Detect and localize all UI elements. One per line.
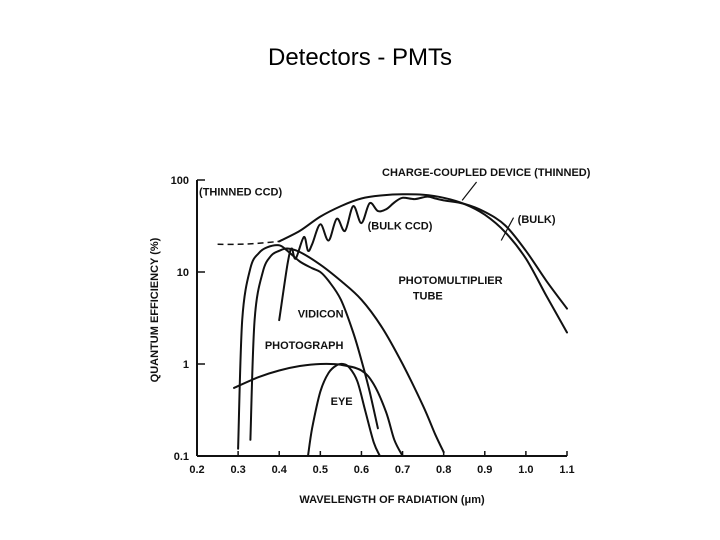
x-tick-label: 0.6 (354, 464, 369, 476)
x-tick-label: 0.2 (189, 464, 204, 476)
label-ccd-thinned-top: CHARGE-COUPLED DEVICE (THINNED) (382, 167, 591, 179)
slide-title: Detectors - PMTs (267, 44, 453, 71)
y-tick-label: 0.1 (174, 451, 189, 463)
label-eye: EYE (331, 396, 353, 408)
x-tick-label: 1.1 (559, 464, 574, 476)
label-thinned-ccd: (THINNED CCD) (199, 186, 282, 198)
label-pmt-line2: TUBE (413, 291, 443, 303)
series-bulk_ccd (278, 195, 568, 322)
series-thinned_ccd (278, 193, 568, 334)
series-photograph (233, 362, 404, 457)
label-vidicon: VIDICON (298, 309, 344, 321)
label-bulk: (BULK) (518, 214, 556, 226)
y-tick-label: 1 (183, 359, 189, 371)
series-vidicon (237, 244, 379, 450)
x-tick-label: 0.5 (313, 464, 328, 476)
series-photomultiplier_tube (249, 247, 445, 454)
chart-axes: 0.2 0.3 0.4 0.5 0.6 0.7 0.8 0.9 1.0 1.1 0.1 1 10 100 W… (149, 175, 575, 506)
y-tick-label: 10 (177, 267, 189, 279)
leader-thinned (461, 181, 478, 201)
series-thinned_ccd-dashed (217, 240, 280, 246)
chart-labels: CHARGE-COUPLED DEVICE (THINNED) (THINNED … (199, 167, 591, 408)
series-eye (307, 362, 381, 457)
y-tick-label: 100 (171, 175, 189, 187)
x-axis-title: WAVELENGTH OF RADIATION (μm) (299, 494, 485, 506)
x-tick-label: 0.8 (436, 464, 451, 476)
leader-bulk (500, 217, 515, 241)
label-pmt-line1: PHOTOMULTIPLIER (398, 275, 502, 287)
label-photograph: PHOTOGRAPH (265, 340, 344, 352)
chart-curves (217, 193, 568, 457)
label-bulk-ccd: (BULK CCD) (368, 220, 433, 232)
y-axis-title: QUANTUM EFFICIENCY (%) (149, 237, 161, 382)
x-tick-label: 1.0 (518, 464, 533, 476)
x-tick-label: 0.9 (477, 464, 492, 476)
x-tick-label: 0.4 (272, 464, 288, 476)
x-tick-label: 0.3 (230, 464, 245, 476)
x-tick-label: 0.7 (395, 464, 410, 476)
